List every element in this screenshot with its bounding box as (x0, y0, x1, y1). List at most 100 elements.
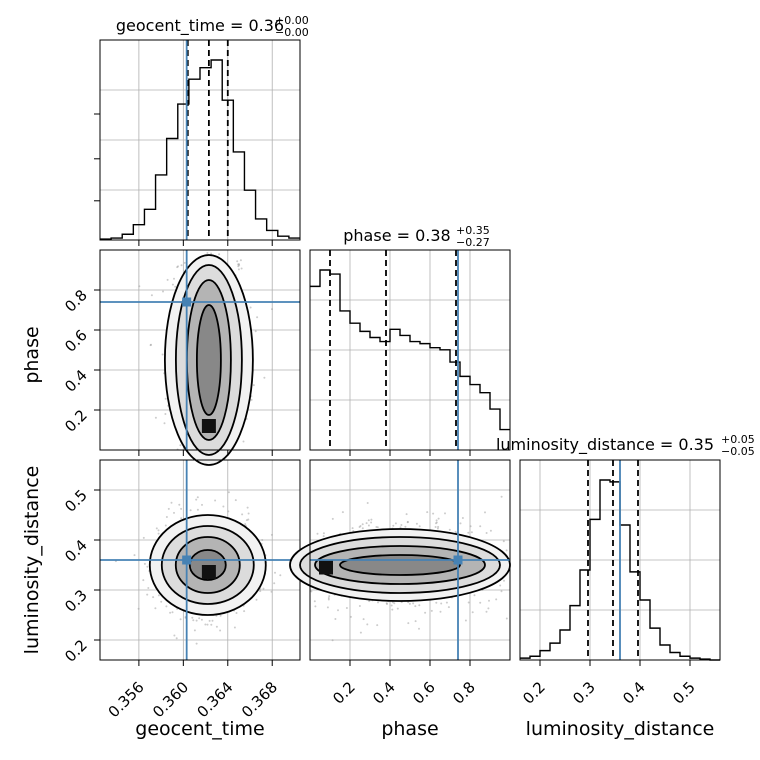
panel-phase-distance-sample (499, 584, 502, 587)
phase-xtick-label: 0.4 (369, 678, 399, 708)
panel-geocent-distance-sample (227, 510, 230, 513)
panel-geocent-distance-sample (157, 532, 160, 535)
panel-phase-distance-sample (370, 518, 373, 521)
panel-geocent-distance-sample (142, 536, 145, 539)
panel-geocent-distance-sample (142, 579, 145, 582)
panel-phase-distance-sample (322, 535, 325, 538)
panel-phase-distance-sample (469, 525, 472, 528)
panel-phase-distance-sample (471, 611, 474, 614)
panel-geocent-distance-sample (164, 524, 167, 527)
panel-phase-distance-sample (376, 624, 379, 627)
panel-phase-distance-sample (426, 511, 429, 514)
panel-phase-distance-sample (351, 527, 354, 530)
panel-geocent-phase-sample (256, 316, 259, 319)
geocent_time_hist-frame (99, 39, 301, 241)
panel-phase-distance-sample (454, 530, 457, 533)
title-luminosity-distance: luminosity_distance = 0.35 (496, 435, 714, 455)
panel-geocent-distance-contour (160, 525, 255, 605)
panel-phase-distance-sample (406, 521, 409, 524)
panel-geocent-distance-sample (171, 611, 174, 614)
luminosity-distance-xtick-label: 0.4 (619, 678, 649, 708)
panel-phase-distance-sample (314, 605, 317, 608)
phase-xtick-label: 0.6 (409, 678, 439, 708)
panel-geocent-distance-sample (235, 612, 238, 614)
panel-phase-distance-sample (376, 526, 379, 529)
xlabel-luminosity-distance: luminosity_distance (526, 718, 715, 740)
panel-geocent-phase-contour (174, 264, 243, 456)
phase-ytick-label: 0.4 (61, 366, 91, 396)
phase-ytick-label: 0.8 (61, 286, 91, 316)
panel-geocent-distance-sample (169, 611, 172, 614)
panel-phase-distance-sample (461, 517, 464, 519)
panel-geocent-distance-sample (146, 593, 149, 596)
title-luminosity-distance-sub: −0.05 (721, 445, 755, 458)
panel-phase-distance-sample (394, 522, 397, 525)
panel-geocent-distance-sample (155, 527, 158, 530)
panel-phase-distance-sample (327, 597, 330, 599)
panel-geocent-distance-sample (234, 499, 237, 502)
panel-geocent-distance-contour (188, 549, 227, 581)
panel-geocent-distance-sample (206, 623, 209, 626)
panel-phase-distance-sample (415, 522, 418, 525)
panel-geocent-distance-sample (133, 554, 136, 557)
panel-geocent-phase-sample (240, 267, 243, 270)
panel-geocent-phase-density-fill (196, 305, 221, 415)
panel-geocent-phase-sample (173, 277, 175, 280)
panel-geocent-phase-sample (252, 384, 255, 387)
panel-geocent-distance-sample (201, 503, 203, 506)
panel-geocent-phase-sample (166, 278, 169, 281)
panel-geocent-phase-contour (195, 304, 222, 416)
panel-phase-distance-sample (424, 611, 427, 614)
panel-phase-distance-sample (396, 607, 399, 610)
panel-geocent-phase-sample (161, 353, 164, 356)
panel-geocent-distance-sample (270, 590, 273, 593)
panel-phase-distance-sample (405, 513, 408, 516)
panel-phase-distance-sample (435, 521, 438, 524)
panel-phase-distance-sample (412, 602, 415, 605)
panel-geocent-phase-sample (263, 376, 266, 379)
luminosity-distance-ytick-label: 0.2 (61, 636, 91, 666)
panel-phase-distance-sample (487, 607, 490, 610)
panel-phase-distance-sample (328, 595, 331, 598)
panel-geocent-phase-sample (271, 308, 273, 311)
panel-phase-distance-sample (437, 517, 440, 520)
panel-geocent-phase-sample (149, 344, 152, 347)
title-luminosity-distance-sup: +0.05 (721, 433, 755, 446)
panel-geocent-distance-sample (180, 507, 183, 510)
luminosity-distance-ytick-label: 0.4 (61, 536, 91, 566)
panel-phase-distance-sample (349, 615, 352, 618)
panel-geocent-distance-sample (243, 610, 246, 613)
luminosity-distance-xtick-label: 0.2 (519, 678, 549, 708)
panel-phase-distance-sample (447, 606, 450, 609)
panel-geocent-phase-sample (154, 416, 157, 419)
panel-phase-distance-density-peak (319, 560, 333, 575)
panel-geocent-phase-sample (237, 263, 240, 266)
panel-geocent-distance-sample (160, 600, 163, 603)
panel-phase-distance-sample (440, 602, 443, 605)
panel-phase-distance-sample (359, 631, 362, 634)
panel-geocent-distance-density-peak (201, 565, 216, 579)
ylabel-luminosity-distance: luminosity_distance (21, 466, 43, 655)
luminosity-distance-ytick-label: 0.5 (61, 486, 91, 516)
panel-geocent-distance-sample (195, 619, 198, 622)
panel-phase-distance-sample (444, 512, 446, 515)
panel-geocent-phase-sample (163, 422, 166, 425)
panel-phase-distance-sample (414, 605, 417, 608)
panel-geocent-distance-sample (261, 539, 264, 541)
panel-geocent-distance-sample (255, 598, 258, 601)
panel-phase-distance-sample (407, 622, 410, 625)
panel-phase-distance-sample (377, 601, 379, 604)
panel-geocent-phase-sample (249, 306, 252, 309)
panel-geocent-phase-sample (150, 294, 153, 297)
panel-geocent-distance-sample (157, 594, 160, 597)
panel-phase-distance-sample (390, 604, 393, 607)
panel-geocent-phase-truth-marker (182, 297, 192, 307)
panel-phase-distance-sample (345, 607, 348, 609)
panel-phase-distance-sample (435, 519, 438, 522)
panel-geocent-phase-contour (163, 254, 254, 466)
geocent-time-xtick-label: 0.360 (149, 678, 192, 721)
panel-geocent-distance-sample (219, 629, 222, 632)
panel-geocent-distance-sample (196, 508, 199, 511)
panel-phase-distance-sample (418, 525, 421, 528)
